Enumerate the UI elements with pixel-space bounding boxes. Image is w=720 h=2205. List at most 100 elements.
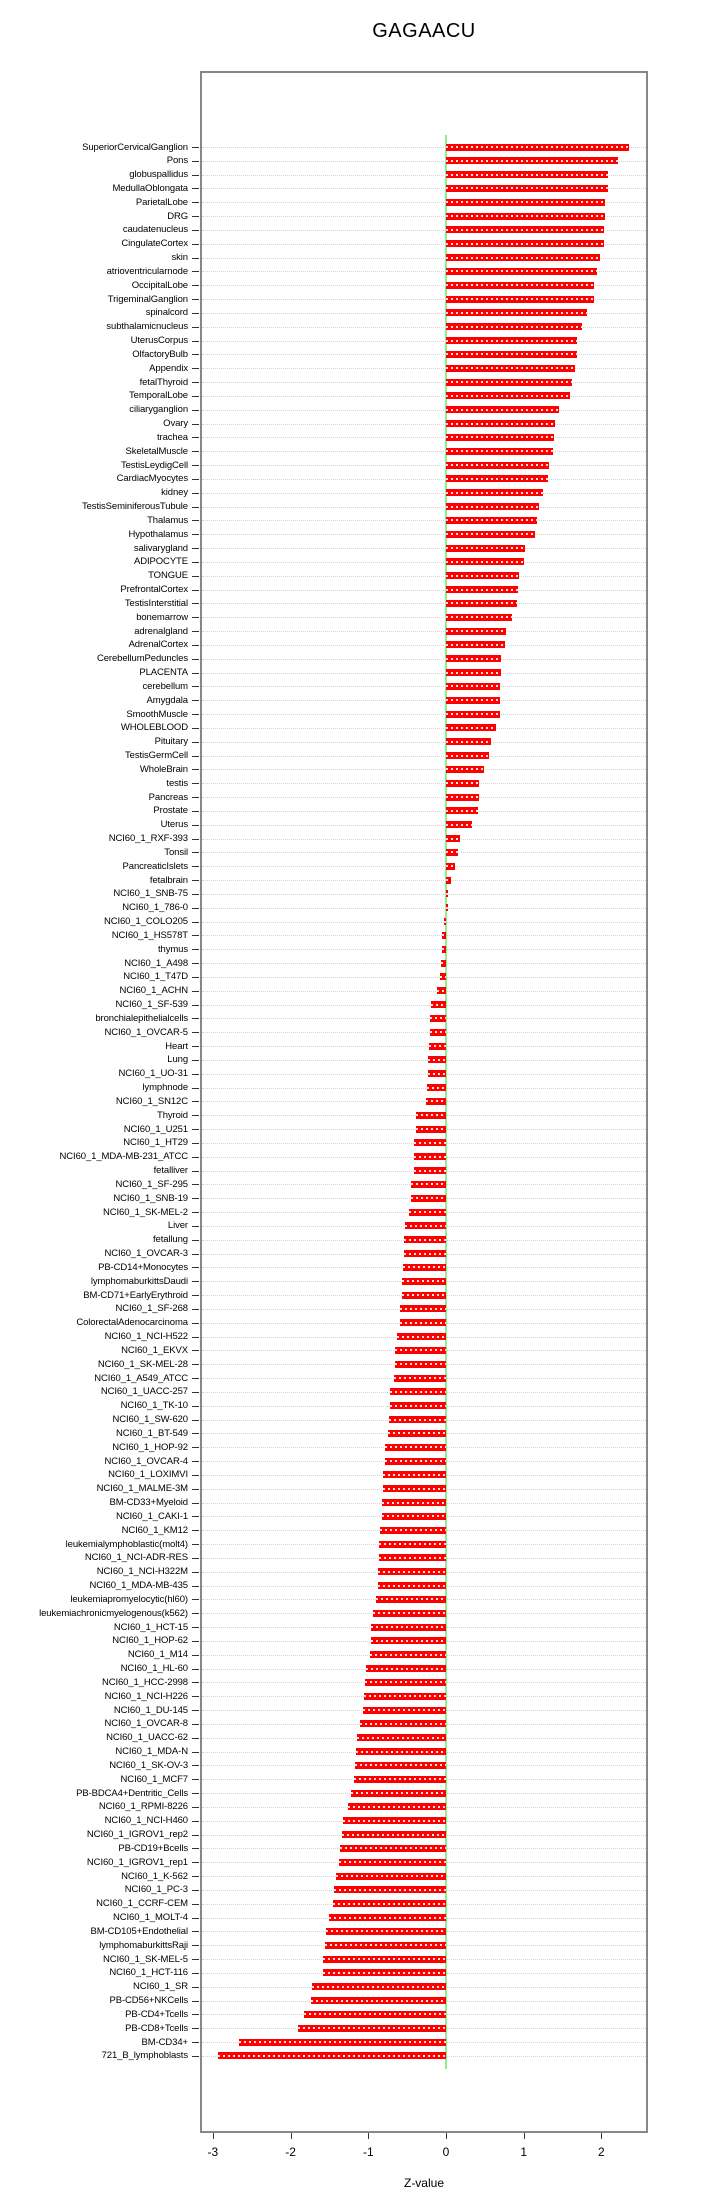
bar bbox=[311, 1983, 447, 1991]
category-label: fetalliver bbox=[153, 1165, 188, 1177]
x-tick bbox=[601, 2133, 603, 2139]
bar bbox=[431, 1001, 446, 1009]
category-label: NCI60_1_NCI-H226 bbox=[104, 1690, 189, 1702]
y-tick bbox=[192, 1806, 199, 1808]
y-tick bbox=[192, 2028, 199, 2030]
category-label: Pancreas bbox=[148, 791, 188, 803]
bar bbox=[446, 627, 506, 635]
y-tick bbox=[192, 1696, 199, 1698]
bar bbox=[446, 240, 604, 248]
category-label: ColorectalAdenocarcinoma bbox=[76, 1317, 188, 1329]
gridline bbox=[202, 686, 646, 688]
bar bbox=[379, 1540, 446, 1548]
bar bbox=[381, 1512, 447, 1520]
category-label: CerebellumPeduncles bbox=[96, 653, 188, 665]
y-tick bbox=[192, 1405, 199, 1407]
y-tick bbox=[192, 1779, 199, 1781]
gridline bbox=[202, 1059, 646, 1061]
category-label: BM-CD105+Endothelial bbox=[90, 1925, 188, 1937]
category-label: PancreaticIslets bbox=[122, 860, 189, 872]
y-tick bbox=[192, 797, 199, 799]
category-label: testis bbox=[166, 777, 188, 789]
category-label: cerebellum bbox=[142, 680, 189, 692]
gridline bbox=[202, 617, 646, 619]
category-label: NCI60_1_RXF-393 bbox=[108, 833, 188, 845]
gridline bbox=[202, 409, 646, 411]
bar bbox=[415, 1125, 447, 1133]
category-label: BM-CD34+ bbox=[141, 2036, 189, 2048]
y-tick bbox=[192, 1419, 199, 1421]
category-label: Liver bbox=[167, 1220, 188, 1232]
category-label: NCI60_1_COLO205 bbox=[103, 916, 188, 928]
bar bbox=[446, 641, 506, 649]
bar bbox=[383, 1471, 446, 1479]
y-tick bbox=[192, 1723, 199, 1725]
category-label: spinalcord bbox=[145, 307, 188, 319]
category-label: NCI60_1_HT29 bbox=[123, 1137, 188, 1149]
y-tick bbox=[192, 243, 199, 245]
category-label: NCI60_1_HOP-62 bbox=[112, 1635, 188, 1647]
bar bbox=[351, 1789, 446, 1797]
y-tick bbox=[192, 1087, 199, 1089]
bar bbox=[395, 1346, 446, 1354]
bar bbox=[411, 1180, 446, 1188]
bar bbox=[446, 254, 600, 262]
category-label: NCI60_1_CCRF-CEM bbox=[96, 1898, 188, 1910]
gridline bbox=[202, 658, 646, 660]
gridline bbox=[202, 672, 646, 674]
gridline bbox=[202, 1087, 646, 1089]
bar bbox=[393, 1374, 447, 1382]
y-tick bbox=[192, 534, 199, 536]
category-label: NCI60_1_RPMI-8226 bbox=[98, 1801, 188, 1813]
bar bbox=[348, 1803, 446, 1811]
y-tick bbox=[192, 561, 199, 563]
category-label: atrioventricularnode bbox=[106, 265, 189, 277]
category-label: PrefrontalCortex bbox=[120, 584, 188, 596]
bar bbox=[446, 489, 544, 497]
y-tick bbox=[192, 174, 199, 176]
category-label: WholeBrain bbox=[139, 763, 188, 775]
y-tick bbox=[192, 838, 199, 840]
gridline bbox=[202, 451, 646, 453]
category-label: kidney bbox=[161, 487, 188, 499]
plot-area bbox=[202, 73, 646, 2131]
bar bbox=[446, 447, 554, 455]
category-label: NCI60_1_TK-10 bbox=[120, 1400, 188, 1412]
category-label: NCI60_1_OVCAR-3 bbox=[104, 1248, 188, 1260]
gridline bbox=[202, 921, 646, 923]
bar bbox=[382, 1499, 446, 1507]
gridline bbox=[202, 368, 646, 370]
category-label: NCI60_1_MOLT-4 bbox=[113, 1912, 188, 1924]
y-tick bbox=[192, 506, 199, 508]
category-label: fetalbrain bbox=[149, 874, 188, 886]
y-tick bbox=[192, 2014, 199, 2016]
bar bbox=[372, 1609, 447, 1617]
y-tick bbox=[192, 1156, 199, 1158]
bar bbox=[427, 1084, 446, 1092]
bar bbox=[446, 835, 460, 843]
gridline bbox=[202, 548, 646, 550]
bar bbox=[369, 1651, 447, 1659]
bar bbox=[446, 337, 577, 345]
y-tick bbox=[192, 672, 199, 674]
bar bbox=[446, 530, 536, 538]
category-label: ParietalLobe bbox=[135, 196, 188, 208]
y-tick bbox=[192, 1889, 199, 1891]
y-tick bbox=[192, 852, 199, 854]
gridline bbox=[202, 437, 646, 439]
y-tick bbox=[192, 1530, 199, 1532]
category-label: OccipitalLobe bbox=[131, 279, 188, 291]
bar bbox=[446, 890, 448, 898]
category-label: leukemiachronicmyelogenous(k562) bbox=[39, 1607, 188, 1619]
category-label: NCI60_1_DU-145 bbox=[113, 1704, 188, 1716]
y-tick bbox=[192, 451, 199, 453]
x-tick-label: -1 bbox=[362, 2145, 374, 2159]
bar bbox=[446, 724, 496, 732]
category-label: NCI60_1_UACC-257 bbox=[100, 1386, 188, 1398]
bar bbox=[446, 516, 537, 524]
y-tick bbox=[192, 354, 199, 356]
category-label: NCI60_1_HS578T bbox=[111, 929, 188, 941]
gridline bbox=[202, 866, 646, 868]
y-tick bbox=[192, 658, 199, 660]
bar bbox=[326, 1927, 446, 1935]
